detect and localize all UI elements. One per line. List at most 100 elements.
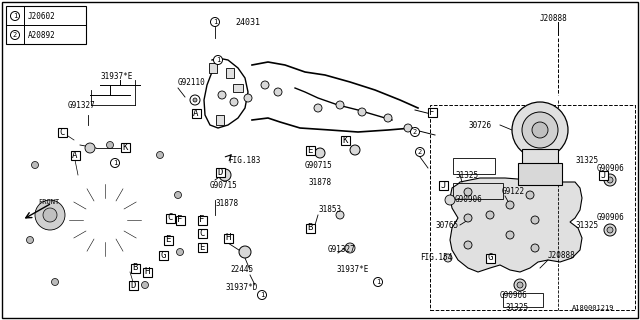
Bar [159,251,168,260]
Circle shape [336,101,344,109]
Text: FRONT: FRONT [38,199,60,205]
Text: 24031: 24031 [236,18,260,27]
Text: C: C [199,228,205,237]
Circle shape [274,88,282,96]
Text: 31878: 31878 [215,198,238,207]
Bar [129,281,138,290]
Bar [430,105,635,310]
Text: G90715: G90715 [305,161,333,170]
Circle shape [43,208,57,222]
Text: J: J [440,180,445,189]
Text: A: A [193,108,198,117]
Circle shape [26,236,33,244]
Circle shape [531,216,539,224]
Text: J20888: J20888 [548,251,576,260]
Bar [305,223,314,233]
Bar [175,215,184,225]
Text: G9122: G9122 [502,188,525,196]
Bar [438,180,447,189]
Bar [216,115,224,125]
Bar [453,183,503,199]
Text: 31937*E: 31937*E [100,71,132,81]
Circle shape [315,148,325,158]
Bar [428,108,436,116]
Text: 1: 1 [13,13,17,19]
Bar [233,84,243,92]
Bar [503,293,543,307]
Circle shape [85,143,95,153]
Text: G: G [487,253,493,262]
Text: 31937*D: 31937*D [225,284,257,292]
Circle shape [532,122,548,138]
Circle shape [410,127,419,137]
Text: D: D [131,281,136,290]
Bar [131,263,140,273]
Text: 31878: 31878 [308,178,331,187]
Circle shape [415,148,424,156]
Bar [163,236,173,244]
Circle shape [157,151,163,158]
Circle shape [111,158,120,167]
Text: 31853: 31853 [318,205,341,214]
Bar [453,158,495,174]
Text: 1: 1 [376,279,380,285]
Bar [216,167,225,177]
Text: FIG.183: FIG.183 [228,156,260,164]
Circle shape [345,243,355,253]
Text: E: E [165,236,171,244]
Bar [340,135,349,145]
Bar [143,268,152,276]
Text: B: B [307,223,313,233]
Text: G90906: G90906 [455,196,483,204]
Text: K: K [342,135,348,145]
Text: 1: 1 [113,160,117,166]
Text: K: K [122,142,128,151]
Text: G90906: G90906 [597,164,625,172]
Circle shape [106,141,113,148]
Bar [522,149,558,165]
Circle shape [531,244,539,252]
Text: J: J [600,171,605,180]
Circle shape [514,279,526,291]
Bar [70,150,79,159]
Bar [223,234,232,243]
Text: A: A [72,150,77,159]
Bar [198,215,207,225]
Circle shape [10,30,19,39]
Circle shape [336,211,344,219]
Text: G92110: G92110 [178,77,205,86]
Circle shape [97,212,113,228]
Text: F: F [177,215,182,225]
Text: A20892: A20892 [28,30,56,39]
Circle shape [314,104,322,112]
Text: 30765: 30765 [435,220,458,229]
Circle shape [506,201,514,209]
Text: 31325: 31325 [455,171,478,180]
Text: F: F [199,215,205,225]
Text: 1: 1 [213,19,217,25]
Circle shape [175,191,182,198]
Text: 2: 2 [413,129,417,135]
Circle shape [239,246,251,258]
Circle shape [464,241,472,249]
Bar [518,163,562,185]
Circle shape [445,195,455,205]
Text: C: C [60,127,65,137]
Bar [226,68,234,78]
Text: FIG.154: FIG.154 [420,252,452,261]
Text: 31325: 31325 [505,303,528,313]
Text: J20888: J20888 [540,13,568,22]
Text: D: D [218,167,223,177]
Text: 31937*E: 31937*E [336,266,369,275]
Circle shape [31,162,38,169]
Circle shape [404,124,412,132]
Text: G90906: G90906 [597,213,625,222]
Bar [486,253,495,262]
Circle shape [464,188,472,196]
Circle shape [219,169,231,181]
Text: G91327: G91327 [68,100,96,109]
Text: J20602: J20602 [28,12,56,20]
Circle shape [604,174,616,186]
Bar [198,243,207,252]
Circle shape [522,112,558,148]
